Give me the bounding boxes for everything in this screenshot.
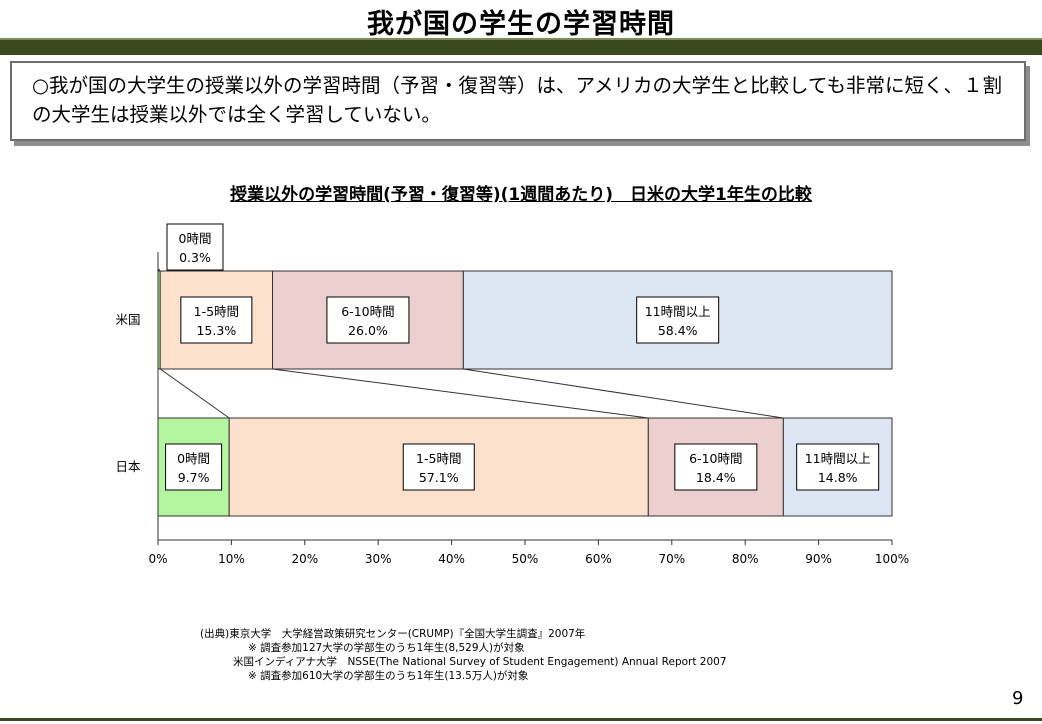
x-tick-label: 80% xyxy=(732,552,759,566)
data-label-box xyxy=(636,296,720,344)
x-tick-label: 50% xyxy=(512,552,539,566)
x-tick-label: 60% xyxy=(585,552,612,566)
summary-text: ○我が国の大学生の授業以外の学習時間（予習・復習等）は、アメリカの大学生と比較し… xyxy=(32,74,1002,126)
data-label-series: 11時間以上 xyxy=(645,304,711,319)
data-label-value: 0.3% xyxy=(179,250,211,265)
x-tick-label: 30% xyxy=(365,552,392,566)
stacked-bar-chart: 0時間 0.3% 0時間 9.7% 1-5時間 15.3% 1-5時間 57.1% 6-10時間… xyxy=(115,223,909,566)
data-label-box xyxy=(166,223,224,271)
data-label-series: 1-5時間 xyxy=(194,304,239,319)
y-tick-label: 米国 xyxy=(115,312,140,327)
data-label-series: 0時間 xyxy=(177,451,210,466)
data-label-box xyxy=(402,443,475,491)
x-tick-label: 90% xyxy=(805,552,832,566)
data-label-box xyxy=(796,443,880,491)
title-bar xyxy=(0,38,1042,55)
connector-line xyxy=(159,368,230,419)
source-line-2: ※ 調査参加127大学の学部生のうち1年生(8,529人)が対象 xyxy=(248,642,525,654)
data-label-value: 18.4% xyxy=(696,470,736,485)
x-tick-label: 20% xyxy=(291,552,318,566)
x-tick-label: 10% xyxy=(218,552,245,566)
data-label-value: 26.0% xyxy=(348,323,388,338)
data-label-value: 15.3% xyxy=(196,323,236,338)
chart-title: 授業以外の学習時間(予習・復習等)(1週間あたり) 日米の大学1年生の比較 xyxy=(230,185,812,205)
data-label-value: 58.4% xyxy=(658,323,698,338)
data-label-box xyxy=(326,296,410,344)
x-tick-label: 100% xyxy=(875,552,909,566)
data-label-series: 6-10時間 xyxy=(689,451,742,466)
x-tick-label: 0% xyxy=(148,552,167,566)
source-line-1: (出典)東京大学 大学経営政策研究センター(CRUMP)『全国大学生調査』200… xyxy=(200,628,586,640)
data-label-series: 0時間 xyxy=(179,231,212,246)
data-label-value: 57.1% xyxy=(419,470,459,485)
data-label-box xyxy=(165,443,223,491)
source-line-3: 米国インディアナ大学 NSSE(The National Survey of S… xyxy=(233,656,727,668)
y-tick-label: 日本 xyxy=(115,459,141,474)
data-label-series: 11時間以上 xyxy=(805,451,871,466)
connector-line xyxy=(463,368,784,419)
summary-box: ○我が国の大学生の授業以外の学習時間（予習・復習等）は、アメリカの大学生と比較し… xyxy=(10,61,1026,141)
connector-line xyxy=(272,368,649,419)
page-number: 9 xyxy=(1012,688,1024,709)
data-label-box xyxy=(674,443,758,491)
data-label-value: 14.8% xyxy=(818,470,858,485)
source-line-4: ※ 調査参加610大学の学部生のうち1年生(13.5万人)が対象 xyxy=(248,670,529,682)
data-label-value: 9.7% xyxy=(178,470,210,485)
bottom-line xyxy=(0,718,1042,721)
x-tick-label: 40% xyxy=(438,552,465,566)
data-label-series: 1-5時間 xyxy=(416,451,461,466)
data-label-series: 6-10時間 xyxy=(341,304,394,319)
x-tick-label: 70% xyxy=(658,552,685,566)
page-title: 我が国の学生の学習時間 xyxy=(367,9,675,40)
data-label-box xyxy=(180,296,253,344)
